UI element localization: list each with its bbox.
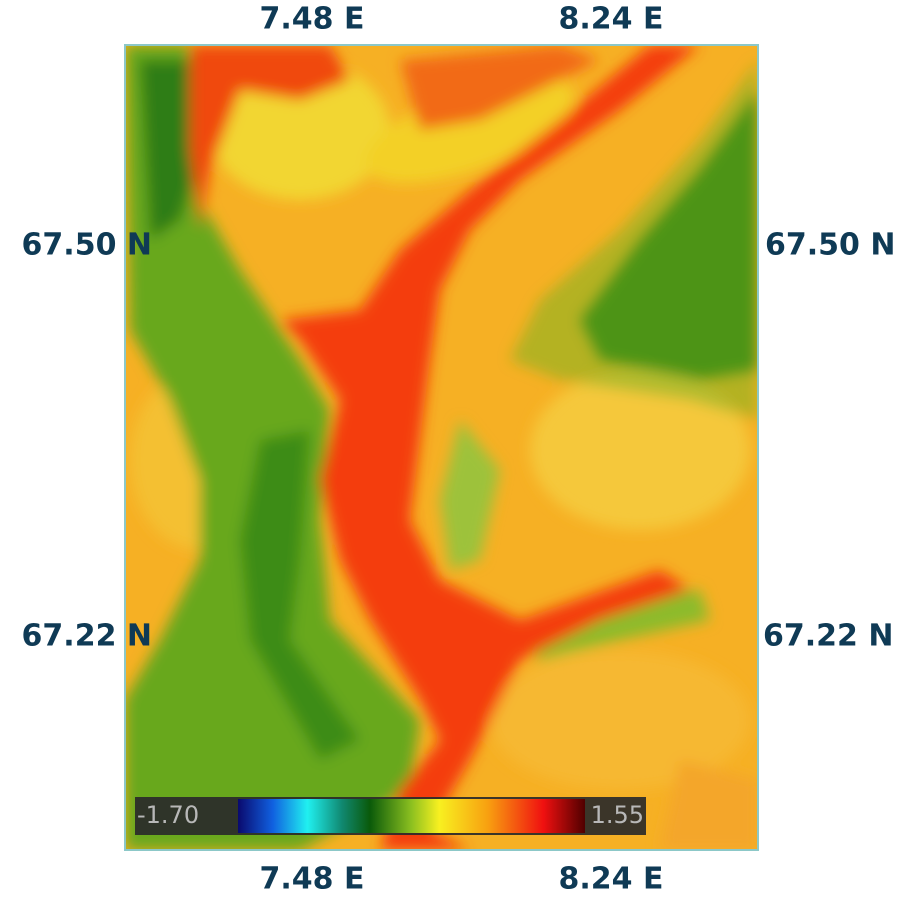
- lon-label: 8.24 E: [559, 862, 664, 897]
- lon-label: 7.48 E: [260, 862, 365, 897]
- colorbar: -1.70 1.55: [135, 797, 646, 835]
- lon-label: 8.24 E: [559, 2, 664, 37]
- map-image: [125, 45, 758, 850]
- lat-label: 67.50 N: [765, 228, 895, 263]
- colorbar-min: -1.70: [137, 801, 199, 829]
- lat-label: 67.22 N: [22, 619, 152, 654]
- lon-label: 7.48 E: [260, 2, 365, 37]
- colorbar-ramp: [238, 799, 585, 833]
- lat-label: 67.50 N: [22, 228, 152, 263]
- lat-label: 67.22 N: [763, 619, 893, 654]
- map-view: -1.70 1.55 7.48 E 8.24 E 7.48 E 8.24 E 6…: [0, 0, 901, 897]
- colorbar-max: 1.55: [591, 801, 644, 829]
